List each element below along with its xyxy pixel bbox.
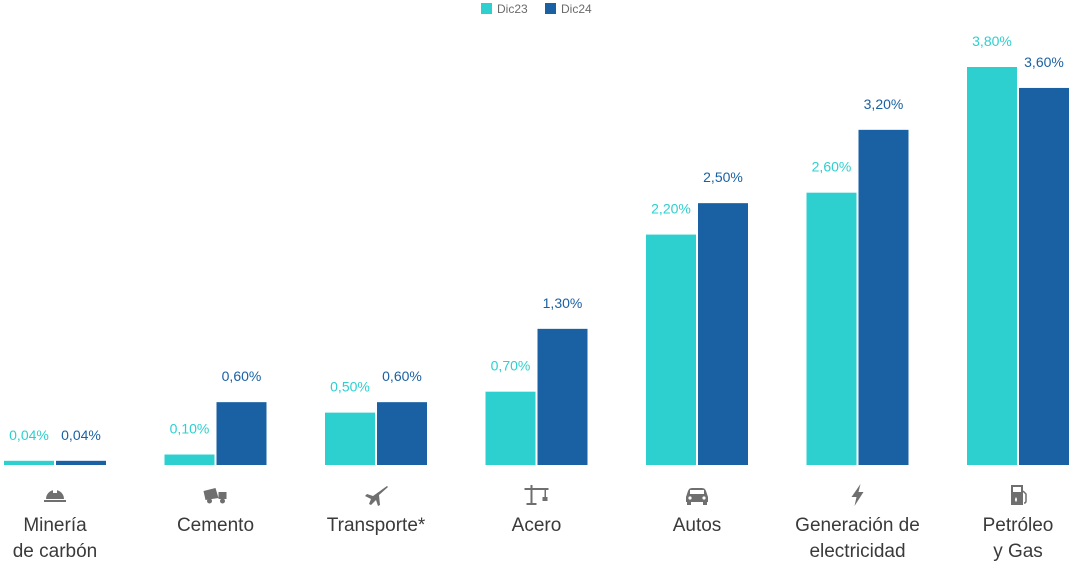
value-label-dic23-0: 0,04% [9,427,49,443]
car-icon [686,488,708,505]
bar-dic24-1 [216,402,267,465]
bar-dic23-3 [485,391,536,465]
legend-swatch-dic23 [481,3,492,14]
category-label-6-line-0: Petróleo [983,515,1054,536]
bar-dic23-0 [4,460,54,465]
value-label-dic24-6: 3,60% [1024,54,1064,70]
bar-dic23-4 [646,234,696,465]
value-label-dic24-4: 2,50% [703,169,743,185]
construction-crane-icon [524,485,549,505]
legend-label-dic24: Dic24 [561,2,592,16]
bar-dic24-2 [377,402,427,465]
value-label-dic23-4: 2,20% [651,201,691,217]
value-label-dic23-5: 2,60% [812,159,852,175]
value-label-dic23-6: 3,80% [972,33,1012,49]
category-icons-group [44,484,1027,506]
legend-swatch-dic24 [545,3,556,14]
value-label-dic24-5: 3,20% [864,96,904,112]
category-label-1-line-0: Cemento [177,515,254,536]
value-label-dic23-1: 0,10% [170,421,210,437]
category-label-5-line-0: Generación de [795,515,920,536]
category-labels-group: Minería de carbón Cemento Transporte* Acero A… [13,515,1054,562]
value-label-dic24-2: 0,60% [382,368,422,384]
airplane-icon [365,486,388,506]
bar-dic24-3 [537,328,588,465]
fuel-pump-icon [1011,485,1027,505]
category-label-4-line-0: Autos [673,515,722,536]
bar-dic24-0 [56,460,106,465]
bar-dic23-2 [325,412,375,465]
bar-dic23-1 [164,454,215,465]
cement-mixer-icon [203,488,227,504]
lightning-bolt-icon [851,484,864,506]
bars-group [4,67,1069,466]
value-labels-group: 0,04% 0,04% 0,10% 0,60% 0,50% 0,60% 0,70% 1,30%… [9,33,1064,443]
legend: Dic23 Dic24 [481,2,592,16]
bar-dic24-6 [1019,87,1069,466]
value-label-dic23-3: 0,70% [491,358,531,374]
category-label-0-line-0: Minería [23,515,87,536]
bar-dic24-5 [858,129,909,465]
category-label-6-line-1: y Gas [993,541,1043,562]
value-label-dic24-1: 0,60% [222,368,262,384]
hard-hat-icon [44,488,66,502]
bar-dic24-4 [698,203,748,465]
value-label-dic24-0: 0,04% [61,427,101,443]
bar-dic23-6 [967,67,1017,465]
category-label-2-line-0: Transporte* [327,515,426,536]
value-label-dic24-3: 1,30% [543,295,583,311]
legend-label-dic23: Dic23 [497,2,528,16]
category-label-0-line-1: de carbón [13,541,98,562]
category-label-3-line-0: Acero [512,515,562,536]
category-label-5-line-1: electricidad [809,541,905,562]
bar-dic23-5 [806,192,857,465]
value-label-dic23-2: 0,50% [330,379,370,395]
